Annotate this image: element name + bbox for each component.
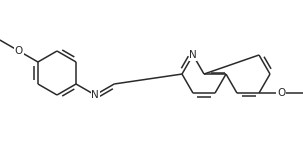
Text: O: O [15,46,23,56]
Text: N: N [91,90,99,100]
Text: O: O [277,88,285,98]
Text: N: N [189,50,197,60]
